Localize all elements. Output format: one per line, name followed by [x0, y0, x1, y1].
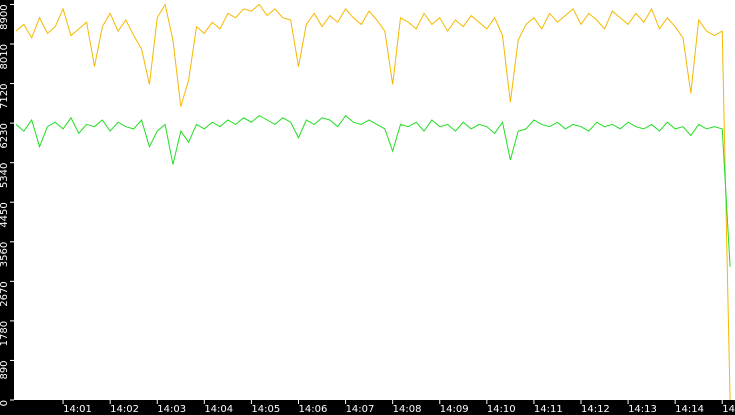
- x-tick-label: 14:02: [110, 404, 139, 415]
- y-tick-label: 5340: [0, 163, 10, 188]
- y-tick-label: 3560: [0, 242, 10, 267]
- x-tick-label: 14:11: [534, 404, 563, 415]
- x-tick-label: 14:10: [487, 404, 516, 415]
- y-tick-label: 8010: [0, 44, 10, 69]
- x-tick-label: 14:06: [298, 404, 327, 415]
- x-tick-label: 14:01: [63, 404, 92, 415]
- y-tick-label: 4450: [0, 202, 10, 227]
- y-tick-label: 2670: [0, 281, 10, 306]
- x-tick-label: 14:12: [581, 404, 610, 415]
- y-tick-label: 6230: [0, 123, 10, 148]
- y-tick-label: 7120: [0, 84, 10, 109]
- series-line: [15, 3, 731, 401]
- y-tick-label: 8900: [0, 4, 10, 29]
- x-tick-label: 14:14: [675, 404, 704, 415]
- y-axis-strip: [0, 0, 14, 415]
- series-line: [15, 114, 731, 267]
- x-tick-label: 14:13: [628, 404, 657, 415]
- y-tick-label: 890: [0, 360, 10, 379]
- x-tick-label: 14:09: [440, 404, 469, 415]
- x-tick-label: 14:04: [204, 404, 233, 415]
- y-tick-label: 0: [0, 400, 10, 406]
- y-tick-label: 1780: [0, 321, 10, 346]
- x-tick-label: 14: [722, 404, 735, 415]
- x-tick-label: 14:08: [393, 404, 422, 415]
- x-tick-label: 14:07: [346, 404, 375, 415]
- x-tick-label: 14:03: [157, 404, 186, 415]
- x-axis-strip: [0, 400, 735, 415]
- x-tick-label: 14:05: [251, 404, 280, 415]
- plot-area: [14, 0, 735, 400]
